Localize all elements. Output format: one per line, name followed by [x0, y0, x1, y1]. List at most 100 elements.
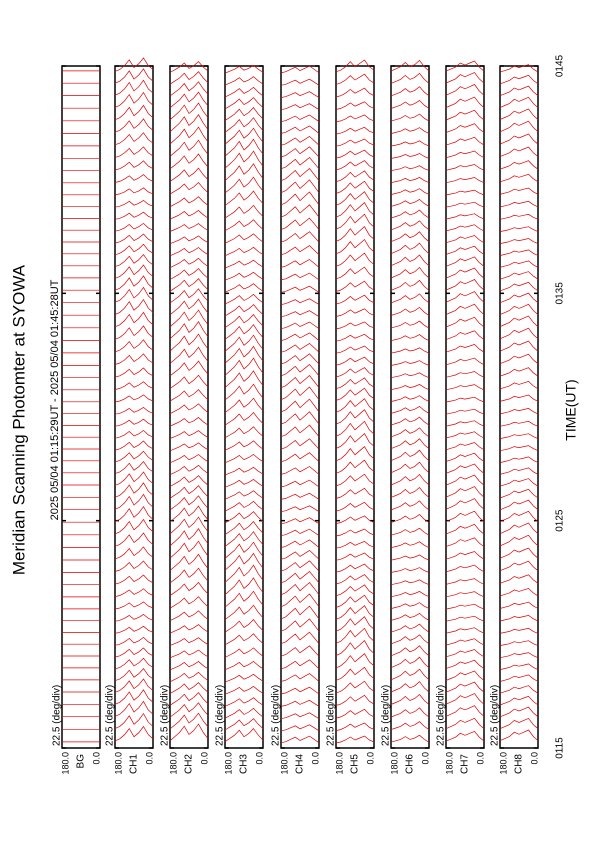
- scan-trace: [114, 187, 154, 196]
- scan-trace: [114, 132, 154, 146]
- scan-trace: [224, 138, 264, 157]
- scan-trace: [114, 429, 154, 439]
- scan-trace: [114, 233, 154, 244]
- scan-trace: [499, 560, 539, 572]
- scan-trace: [169, 505, 209, 523]
- scan-trace: [280, 645, 320, 657]
- scan-trace: [280, 411, 320, 425]
- scan-trace: [499, 685, 539, 694]
- scan-trace: [390, 242, 430, 255]
- scan-trace: [499, 200, 539, 208]
- channel-label: CH4: [295, 754, 306, 774]
- scan-trace: [169, 624, 209, 634]
- scan-trace: [224, 552, 264, 571]
- scan-trace: [114, 450, 154, 463]
- scan-trace: [335, 308, 375, 317]
- scan-trace: [499, 547, 539, 559]
- scan-trace: [499, 717, 539, 730]
- scan-trace: [280, 528, 320, 537]
- scan-trace: [169, 71, 209, 85]
- y-tick-label: 180.0: [389, 752, 399, 775]
- scan-trace: [224, 233, 264, 244]
- scan-trace: [445, 578, 485, 585]
- scan-trace: [280, 386, 320, 401]
- y-tick-label: 0.0: [310, 752, 320, 765]
- scan-trace: [114, 613, 154, 622]
- scan-trace: [335, 594, 375, 608]
- scan-trace: [114, 275, 154, 291]
- scan-trace: [499, 340, 539, 352]
- scan-trace: [499, 64, 539, 73]
- scan-trace: [445, 245, 485, 255]
- scan-trace: [335, 420, 375, 437]
- scan-trace: [114, 339, 154, 353]
- scan-trace: [280, 125, 320, 134]
- scan-trace: [499, 522, 539, 535]
- scan-trace: [224, 728, 264, 742]
- channel-label: CH6: [405, 754, 416, 774]
- scan-trace: [224, 345, 264, 364]
- scan-trace: [280, 571, 320, 584]
- scan-trace: [335, 238, 375, 255]
- scan-trace: [390, 405, 430, 414]
- scan-trace: [224, 633, 264, 646]
- scan-trace: [169, 196, 209, 208]
- scan-trace: [390, 140, 430, 147]
- scan-trace: [499, 674, 539, 682]
- scan-trace: [445, 649, 485, 658]
- scan-trace: [335, 160, 375, 171]
- scan-trace: [280, 659, 320, 670]
- scan-trace: [499, 394, 539, 402]
- scan-trace: [445, 96, 485, 108]
- scan-trace: [390, 473, 430, 486]
- scan-trace: [335, 377, 375, 390]
- scan-trace: [169, 309, 209, 328]
- scan-trace: [335, 722, 375, 731]
- scan-trace: [169, 661, 209, 671]
- scan-trace: [499, 534, 539, 547]
- scan-trace: [114, 367, 154, 378]
- scan-trace: [169, 346, 209, 364]
- y-tick-label: 180.0: [334, 752, 344, 775]
- scan-trace: [499, 260, 539, 268]
- scan-trace: [280, 204, 320, 218]
- scale-label: 22.5 (deg/div): [215, 685, 226, 746]
- scan-trace: [169, 360, 209, 377]
- scan-trace: [280, 560, 320, 572]
- scan-trace: [280, 364, 320, 377]
- scan-trace: [390, 320, 430, 329]
- scan-trace: [335, 501, 375, 512]
- scan-trace: [224, 304, 264, 317]
- scan-trace: [169, 430, 209, 439]
- scan-trace: [335, 528, 375, 537]
- scan-trace: [445, 60, 485, 72]
- scan-trace: [445, 303, 485, 315]
- scan-trace: [114, 381, 154, 390]
- scan-trace: [335, 552, 375, 561]
- scan-trace: [224, 204, 264, 219]
- scan-trace: [390, 707, 430, 718]
- scan-trace: [169, 167, 209, 182]
- scan-trace: [390, 500, 430, 511]
- scan-trace: [280, 103, 320, 111]
- scan-trace: [445, 603, 485, 610]
- scan-trace: [390, 99, 430, 109]
- scan-trace: [335, 735, 375, 744]
- scan-trace: [390, 188, 430, 195]
- scan-trace: [499, 85, 539, 97]
- scan-trace: [224, 383, 264, 401]
- scan-trace: [335, 398, 375, 413]
- scan-trace: [445, 357, 485, 366]
- scan-trace: [390, 579, 430, 586]
- scan-trace: [169, 649, 209, 659]
- y-tick-label: 0.0: [254, 752, 264, 765]
- scan-trace: [280, 505, 320, 513]
- scan-trace: [335, 226, 375, 242]
- scan-trace: [280, 398, 320, 413]
- scan-trace: [390, 334, 430, 342]
- channel-label: CH5: [350, 754, 361, 774]
- scan-trace: [114, 712, 154, 729]
- scan-trace: [335, 563, 375, 573]
- scan-trace: [169, 403, 209, 415]
- y-tick-label: 180.0: [223, 752, 233, 775]
